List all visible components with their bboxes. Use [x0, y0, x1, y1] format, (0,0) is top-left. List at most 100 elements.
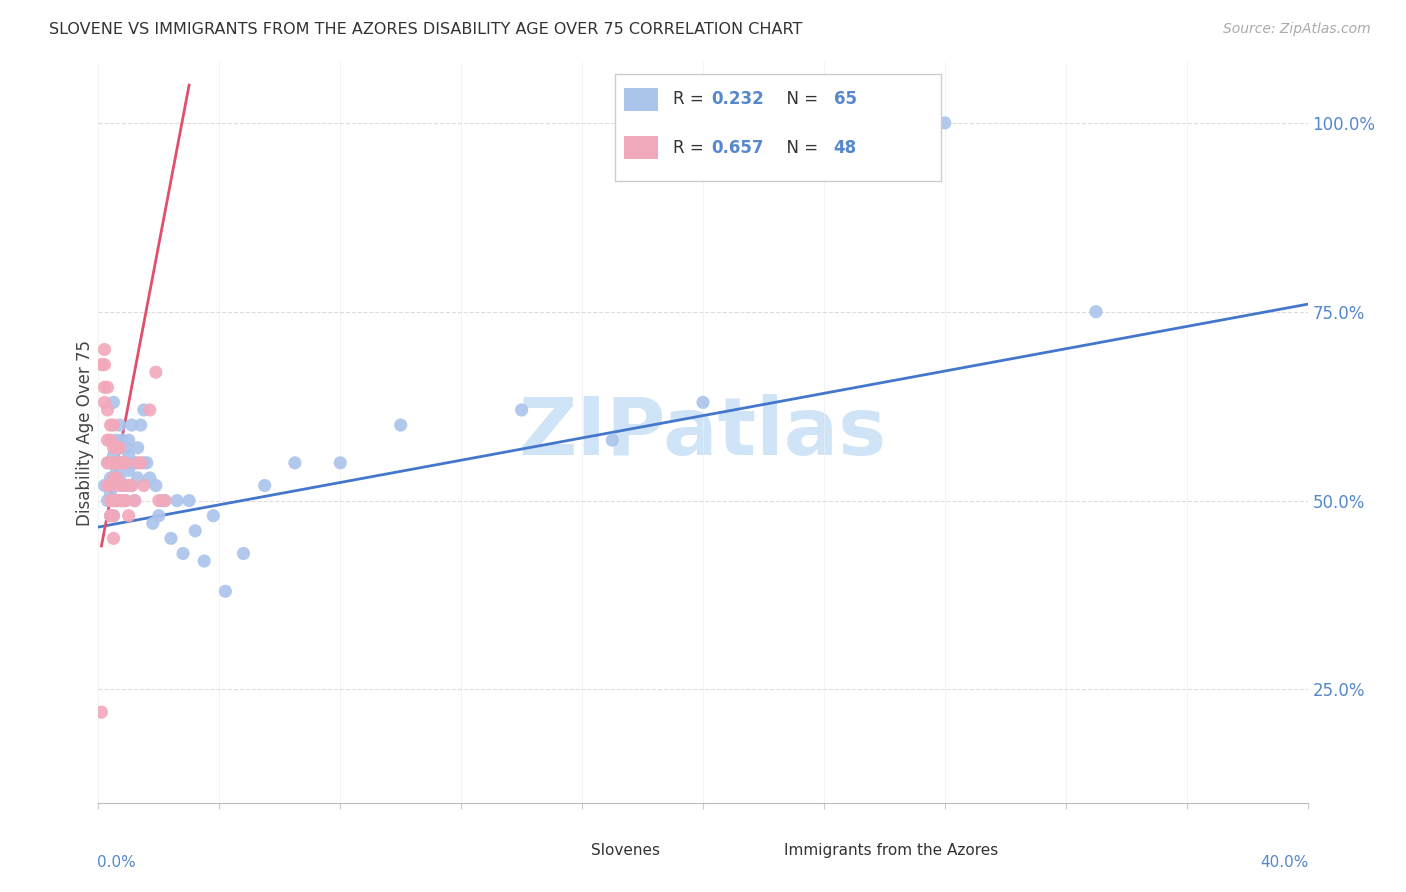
Point — [179, 493, 201, 508]
Text: 0.0%: 0.0% — [97, 855, 136, 870]
Point — [103, 532, 125, 546]
Point — [93, 343, 115, 357]
Point — [105, 441, 128, 455]
Text: N =: N = — [776, 138, 823, 157]
Point — [100, 471, 122, 485]
Point — [114, 478, 136, 492]
Point — [111, 493, 134, 508]
FancyBboxPatch shape — [614, 73, 941, 181]
Point — [96, 403, 118, 417]
Point — [150, 493, 173, 508]
Point — [602, 433, 624, 447]
Point — [108, 493, 131, 508]
Point — [118, 433, 141, 447]
Point — [118, 478, 141, 492]
Point — [813, 116, 835, 130]
Point — [103, 508, 125, 523]
Point — [124, 456, 146, 470]
Point — [96, 380, 118, 394]
Point — [692, 395, 714, 409]
Text: SLOVENE VS IMMIGRANTS FROM THE AZORES DISABILITY AGE OVER 75 CORRELATION CHART: SLOVENE VS IMMIGRANTS FROM THE AZORES DI… — [49, 22, 803, 37]
Point — [105, 493, 128, 508]
Point — [118, 508, 141, 523]
Point — [148, 508, 170, 523]
Point — [103, 471, 125, 485]
Point — [105, 456, 128, 470]
Point — [510, 403, 533, 417]
Point — [284, 456, 307, 470]
Point — [100, 493, 122, 508]
Point — [127, 471, 149, 485]
Point — [121, 478, 143, 492]
FancyBboxPatch shape — [745, 842, 776, 858]
Point — [100, 433, 122, 447]
Point — [111, 478, 134, 492]
Point — [93, 380, 115, 394]
Point — [103, 493, 125, 508]
Point — [121, 456, 143, 470]
Point — [129, 418, 152, 433]
Point — [127, 441, 149, 455]
Point — [108, 441, 131, 455]
Point — [160, 532, 183, 546]
Point — [96, 478, 118, 492]
Point — [103, 441, 125, 455]
FancyBboxPatch shape — [624, 136, 658, 159]
Point — [90, 358, 112, 372]
Point — [100, 418, 122, 433]
Point — [1085, 304, 1108, 318]
Point — [93, 395, 115, 409]
Point — [118, 463, 141, 477]
Text: R =: R = — [673, 138, 709, 157]
Point — [111, 478, 134, 492]
Point — [100, 478, 122, 492]
Text: 0.232: 0.232 — [711, 90, 765, 109]
Point — [166, 493, 188, 508]
Point — [108, 418, 131, 433]
Point — [105, 463, 128, 477]
Point — [172, 547, 194, 561]
Point — [114, 456, 136, 470]
Point — [153, 493, 176, 508]
Point — [90, 705, 112, 719]
Point — [389, 418, 412, 433]
Point — [93, 478, 115, 492]
Point — [142, 516, 165, 531]
Point — [96, 493, 118, 508]
Point — [145, 478, 167, 492]
Point — [253, 478, 276, 492]
Point — [103, 448, 125, 462]
Point — [93, 358, 115, 372]
Point — [153, 493, 176, 508]
Text: Immigrants from the Azores: Immigrants from the Azores — [785, 843, 998, 858]
Point — [193, 554, 215, 568]
Point — [100, 508, 122, 523]
Point — [103, 493, 125, 508]
Point — [105, 493, 128, 508]
Point — [100, 456, 122, 470]
Point — [108, 441, 131, 455]
Point — [96, 456, 118, 470]
Point — [108, 456, 131, 470]
Text: 0.657: 0.657 — [711, 138, 763, 157]
Point — [108, 471, 131, 485]
Text: Slovenes: Slovenes — [591, 843, 659, 858]
Point — [100, 486, 122, 500]
Point — [124, 493, 146, 508]
Point — [100, 508, 122, 523]
Point — [202, 508, 225, 523]
Point — [132, 403, 155, 417]
Point — [111, 456, 134, 470]
Point — [132, 478, 155, 492]
Point — [114, 441, 136, 455]
FancyBboxPatch shape — [624, 88, 658, 111]
Point — [111, 456, 134, 470]
Point — [111, 433, 134, 447]
Text: 40.0%: 40.0% — [1260, 855, 1309, 870]
Point — [118, 448, 141, 462]
Point — [118, 478, 141, 492]
Text: ZIPatlas: ZIPatlas — [519, 393, 887, 472]
Point — [214, 584, 236, 599]
Text: 48: 48 — [834, 138, 856, 157]
Point — [105, 471, 128, 485]
